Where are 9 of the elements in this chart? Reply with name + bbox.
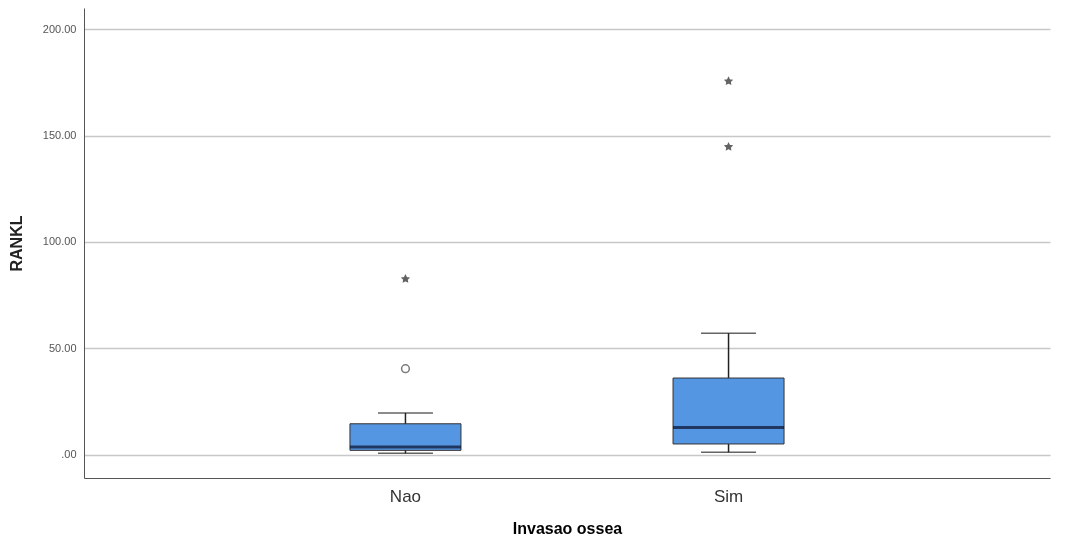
y-tick-label: 100.00 <box>42 235 77 248</box>
y-tick-label: 150.00 <box>42 129 77 142</box>
y-axis-title: RANKL <box>7 215 25 272</box>
x-axis-title: Invasao ossea <box>512 519 623 537</box>
x-tick-label: Sim <box>713 486 744 506</box>
y-tick-label: 50.00 <box>48 341 77 354</box>
y-tick-label: .00 <box>61 448 77 461</box>
y-tick-label: 200.00 <box>42 22 77 35</box>
x-tick-label: Nao <box>389 486 422 506</box>
